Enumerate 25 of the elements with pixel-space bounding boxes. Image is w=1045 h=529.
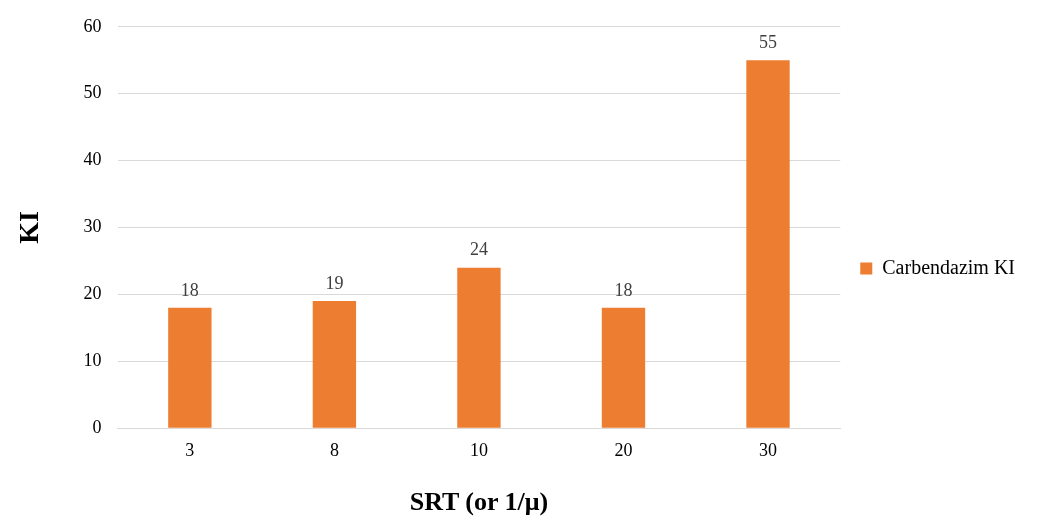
y-tick-label: 30 xyxy=(83,216,102,237)
y-tick-label: 20 xyxy=(83,283,102,304)
bar xyxy=(457,267,501,428)
bar xyxy=(312,301,357,428)
x-tick-label: 30 xyxy=(759,439,778,460)
x-axis-title: SRT (or 1/μ) xyxy=(409,487,549,517)
y-tick-label: 40 xyxy=(83,149,102,170)
y-tick-label: 10 xyxy=(83,350,102,371)
data-label: 55 xyxy=(759,31,778,52)
data-label: 24 xyxy=(469,239,488,260)
bar xyxy=(168,307,212,428)
y-axis-title: KI xyxy=(13,211,45,244)
bar xyxy=(746,60,790,428)
y-tick-label: 50 xyxy=(83,82,102,103)
bar xyxy=(601,307,646,428)
x-tick-label: 3 xyxy=(185,439,195,460)
data-label: 18 xyxy=(180,279,199,300)
x-tick-label: 10 xyxy=(469,439,488,460)
y-tick-label: 60 xyxy=(83,15,102,36)
y-tick-label: 0 xyxy=(92,416,102,437)
data-label: 18 xyxy=(614,279,633,300)
data-label: 19 xyxy=(325,272,344,293)
legend-label: Carbendazim KI xyxy=(882,255,1016,278)
x-tick-label: 8 xyxy=(329,439,339,460)
x-tick-label: 20 xyxy=(614,439,633,460)
